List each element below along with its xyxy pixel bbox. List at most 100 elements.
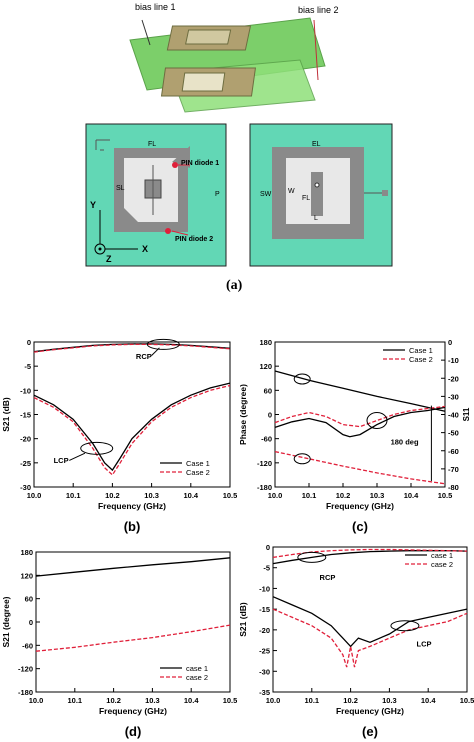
x-tick-label: 10.4 <box>421 696 436 705</box>
x-tick-label: 10.0 <box>27 491 42 500</box>
y2-tick-label: -50 <box>448 429 459 438</box>
y-axis-label: S21 (degree) <box>1 596 11 647</box>
rcp-annotation: RCP <box>136 352 152 361</box>
fl-label: FL <box>148 141 156 148</box>
rcp-ellipse <box>297 551 327 563</box>
phase-diff-annotation: 180 deg <box>391 438 419 447</box>
panel-label-b: (b) <box>124 519 141 534</box>
figure-a-drawing: bias line 1 bias line 2 FL SL PIN diode … <box>85 2 393 267</box>
series-line <box>272 608 468 668</box>
y-tick-label: 60 <box>25 595 33 604</box>
x-tick-label: 10.1 <box>67 696 82 705</box>
x-axis-label: Frequency (GHz) <box>98 501 166 511</box>
panel-label-a: (a) <box>226 278 243 293</box>
y2-tick-label: -10 <box>448 356 459 365</box>
y-tick-label: 120 <box>20 571 33 580</box>
x-tick-label: 10.0 <box>268 491 283 500</box>
y-tick-label: -10 <box>20 386 31 395</box>
y2-axis-label: S11 <box>462 407 471 421</box>
series-line <box>272 596 468 648</box>
x-tick-label: 10.1 <box>302 491 317 500</box>
series-line <box>33 382 231 472</box>
y-axis-label: S21 (dB) <box>238 602 248 637</box>
y-tick-label: 180 <box>20 548 33 557</box>
y-tick-label: -20 <box>20 435 31 444</box>
y-tick-label: -15 <box>259 605 270 614</box>
y-tick-label: -25 <box>259 647 270 656</box>
legend-label: case 1 <box>186 664 208 673</box>
y-tick-label: -20 <box>259 626 270 635</box>
y-tick-label: 120 <box>259 362 272 371</box>
series-line <box>35 624 231 652</box>
y2-tick-label: -20 <box>448 374 459 383</box>
panel-label-d: (d) <box>125 724 142 739</box>
y-axis-label: Phase (degree) <box>238 384 248 445</box>
panel-label-c: (c) <box>352 519 368 534</box>
y-tick-label: -10 <box>259 584 270 593</box>
y-tick-label: -15 <box>20 411 31 420</box>
y-tick-label: -30 <box>259 667 270 676</box>
lcp-annotation: LCP <box>54 456 69 465</box>
x-tick-label: 10.3 <box>144 491 159 500</box>
sl-label: SL <box>116 185 125 192</box>
y-axis-label: S21 (dB) <box>1 397 11 432</box>
lcp-annotation: LCP <box>417 639 432 648</box>
x-axis-label: Frequency (GHz) <box>326 501 394 511</box>
y2-tick-label: -60 <box>448 447 459 456</box>
legend-label: Case 1 <box>186 459 210 468</box>
wr-label: W <box>288 188 295 195</box>
panel-label-e: (e) <box>362 724 378 739</box>
figure-a: bias line 1 bias line 2 FL SL PIN diode … <box>0 0 474 300</box>
y-tick-label: -120 <box>257 459 272 468</box>
y2-tick-label: -70 <box>448 465 459 474</box>
phase-ellipse-1 <box>293 373 311 385</box>
x-tick-label: 10.5 <box>223 491 237 500</box>
y2-tick-label: -30 <box>448 392 459 401</box>
lcp-arrow <box>69 452 86 461</box>
x-axis-label: Frequency (GHz) <box>99 706 167 716</box>
unit-cell-front <box>85 123 227 267</box>
x-tick-label: 10.0 <box>29 696 44 705</box>
antenna-3d-view <box>129 17 326 113</box>
y-tick-label: 180 <box>259 338 272 347</box>
y-tick-label: 0 <box>29 618 33 627</box>
chart-d: 10.0 10.1 10.2 10.3 10.4 10.5 180 120 60 0 -60 -120… <box>1 548 237 739</box>
series-line <box>274 405 446 428</box>
y-tick-label: -60 <box>22 641 33 650</box>
legend-label: case 2 <box>431 560 453 569</box>
series-line <box>274 406 446 438</box>
s11-ellipse <box>366 412 388 430</box>
legend-label: case 2 <box>186 673 208 682</box>
rcp-arrow <box>151 347 160 356</box>
y-tick-label: -25 <box>20 459 31 468</box>
x-tick-label: 10.3 <box>145 696 160 705</box>
el2-label: FL <box>302 195 310 202</box>
bias-line-1-label: bias line 1 <box>135 2 176 12</box>
y-tick-label: 0 <box>268 411 272 420</box>
x-tick-label: 10.1 <box>66 491 81 500</box>
pin-diode-1-label: PIN diode 1 <box>181 160 219 167</box>
lcp-ellipse <box>390 620 420 632</box>
series-line <box>274 450 446 485</box>
x-tick-label: 10.5 <box>223 696 237 705</box>
series-line <box>33 384 231 476</box>
x-tick-label: 10.3 <box>382 696 397 705</box>
y-tick-label: 0 <box>266 543 270 552</box>
y-tick-label: -5 <box>24 362 31 371</box>
pin-diode-2-label: PIN diode 2 <box>175 236 213 243</box>
y2-tick-label: 0 <box>448 338 452 347</box>
legend-label: Case 2 <box>186 468 210 477</box>
unit-cell-back <box>249 123 393 267</box>
x-tick-label: 10.4 <box>404 491 419 500</box>
x-tick-label: 10.1 <box>304 696 319 705</box>
x-tick-label: 10.2 <box>336 491 351 500</box>
x-tick-label: 10.0 <box>266 696 281 705</box>
legend-label: Case 1 <box>409 346 433 355</box>
y-tick-label: -5 <box>263 564 270 573</box>
y2-tick-label: -80 <box>448 483 459 492</box>
x-axis-label: X <box>142 244 148 254</box>
y-axis-label: Y <box>90 200 96 210</box>
series-line <box>35 557 231 577</box>
y-tick-label: -35 <box>259 688 270 697</box>
p-label: P <box>215 191 220 198</box>
